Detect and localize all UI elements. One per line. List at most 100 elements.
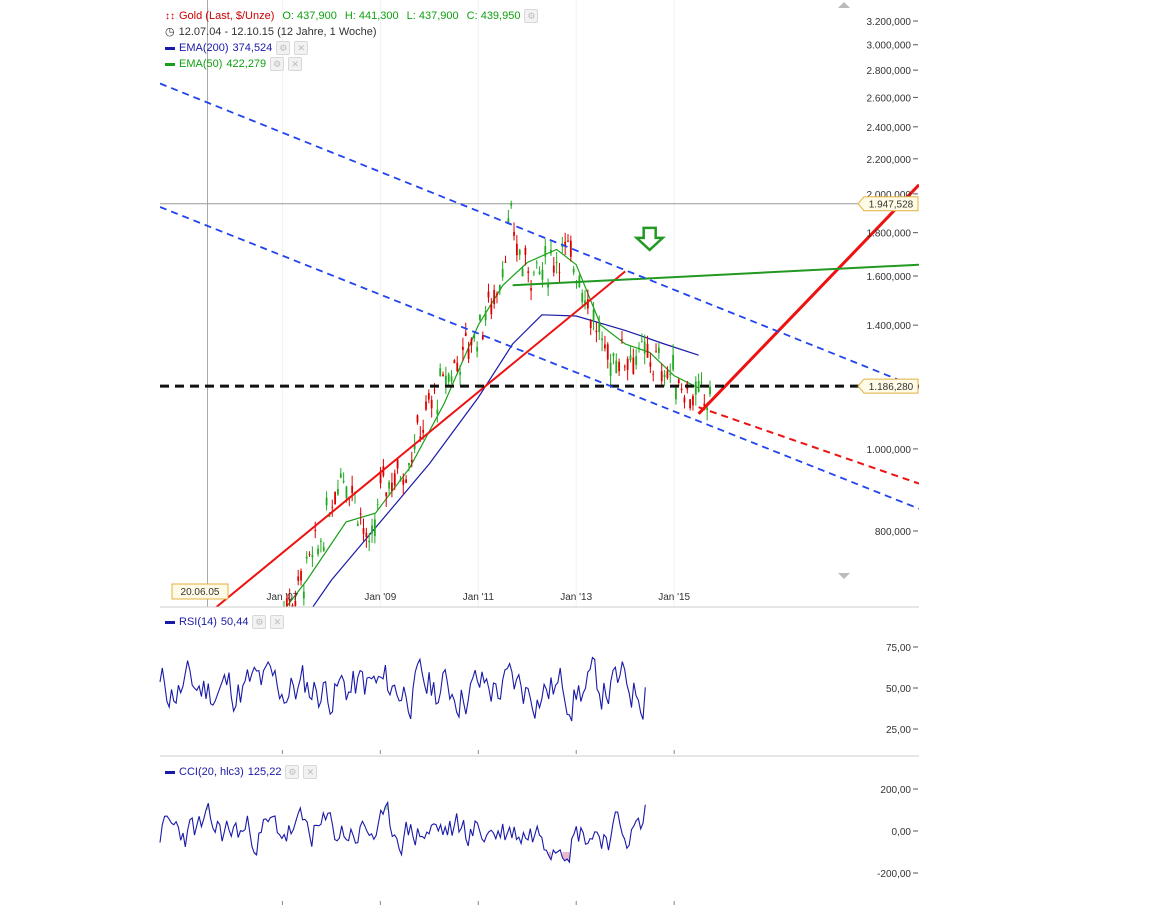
- rsi-y-tick-label: 75,00: [886, 643, 911, 654]
- candle-body: [373, 519, 376, 537]
- candle-body: [442, 374, 444, 377]
- candle-body: [371, 525, 373, 534]
- candle-body: [589, 320, 592, 329]
- candle-body: [669, 373, 672, 375]
- candle-body: [552, 265, 555, 273]
- crosshair-date-tag: 20.06.05: [171, 583, 229, 600]
- ema50-swatch-icon: [165, 62, 175, 66]
- candle-body: [322, 546, 325, 551]
- red-rising-trendline-line[interactable]: [209, 270, 626, 613]
- trend-drawings[interactable]: [160, 82, 919, 614]
- ema200-settings-icon[interactable]: ⚙: [276, 41, 291, 55]
- blue-lower-channel-line[interactable]: [160, 206, 919, 510]
- candle-body: [334, 491, 337, 504]
- candle-body: [544, 246, 547, 257]
- candle-body: [501, 268, 504, 278]
- candle-body: [618, 361, 621, 372]
- candle-body: [459, 372, 461, 375]
- candle-body: [595, 330, 598, 333]
- candle-body: [285, 598, 288, 607]
- candle-body: [422, 429, 425, 433]
- green-resistance-line-line[interactable]: [512, 263, 919, 287]
- candle-body: [572, 268, 575, 273]
- price-grid: [160, 0, 860, 607]
- scroll-up-icon[interactable]: [838, 2, 850, 8]
- rsi-close-icon[interactable]: ✕: [270, 615, 285, 629]
- y-tick-label: 1.600,000: [867, 272, 912, 283]
- last-price-label: 1.186,280: [869, 382, 914, 393]
- legend-ema50: EMA(50) 422,279 ⚙ ✕: [165, 57, 303, 71]
- ema50-settings-icon[interactable]: ⚙: [270, 57, 285, 71]
- cci-settings-icon[interactable]: ⚙: [285, 765, 300, 779]
- ema200-value: 374,524: [232, 42, 273, 54]
- candle-body: [342, 480, 345, 483]
- ema200-close-icon[interactable]: ✕: [294, 41, 309, 55]
- ema200-label: EMA(200): [179, 42, 229, 54]
- candle-body: [601, 338, 603, 341]
- red-dashed-extension-line[interactable]: [698, 406, 919, 485]
- candle-body: [314, 529, 317, 532]
- candle-body: [604, 344, 606, 349]
- candle-body: [302, 591, 305, 599]
- candle-body: [584, 300, 586, 305]
- legend-cci: CCI(20, hlc3) 125,22 ⚙ ✕: [165, 765, 318, 779]
- rsi-y-tick-label: 25,00: [886, 725, 911, 736]
- candle-body: [629, 355, 632, 361]
- cci-oversold-fill: [562, 852, 565, 861]
- candle-body: [467, 348, 470, 359]
- candle-body: [655, 350, 657, 352]
- candle-body: [504, 261, 507, 263]
- ema200-swatch-icon: [165, 46, 175, 50]
- candle-body: [385, 492, 388, 497]
- candle-body: [643, 341, 646, 354]
- candle-body: [703, 403, 706, 406]
- candle-body: [476, 347, 479, 352]
- candle-body: [692, 395, 694, 406]
- candle-body: [359, 513, 362, 515]
- candle-body: [464, 332, 467, 336]
- candle-body: [515, 243, 518, 256]
- candle-body: [507, 218, 510, 224]
- candle-body: [450, 376, 453, 382]
- candle-body: [473, 334, 476, 339]
- candle-body: [606, 344, 609, 360]
- cci-oversold-fill: [564, 852, 568, 861]
- panel-separators: [160, 606, 919, 757]
- price-axis: Jan '07 Jan '09 Jan '11 Jan '13 Jan '15 3.200…: [171, 2, 919, 603]
- legend-ema200: EMA(200) 374,524 ⚙ ✕: [165, 41, 309, 55]
- candle-body: [518, 249, 521, 256]
- candle-body: [564, 241, 567, 247]
- candle-body: [308, 554, 311, 555]
- cci-y-tick-label: 0,00: [892, 827, 912, 838]
- y-tick-label: 800,000: [875, 527, 912, 538]
- x-tick-label: Jan '13: [560, 592, 592, 603]
- clock-icon: ◷: [165, 26, 175, 38]
- rsi-settings-icon[interactable]: ⚙: [252, 615, 267, 629]
- candle-body: [291, 605, 294, 607]
- scroll-down-icon[interactable]: [838, 573, 850, 579]
- cci-close-icon[interactable]: ✕: [303, 765, 318, 779]
- rsi-panel: 75,00 50,00 25,00: [159, 643, 918, 754]
- rsi-line: [159, 656, 646, 722]
- red-projection-arrow-line[interactable]: [697, 183, 919, 415]
- y-tick-label: 2.200,000: [867, 155, 912, 166]
- settings-icon[interactable]: ⚙: [524, 9, 539, 23]
- candle-body: [683, 397, 686, 403]
- candle-body: [652, 373, 655, 375]
- candle-body: [487, 291, 490, 298]
- candle-body: [677, 379, 680, 384]
- crosshair-price-label: 1.947,528: [869, 200, 914, 211]
- ema50-close-icon[interactable]: ✕: [288, 57, 303, 71]
- x-tick-label: Jan '09: [364, 592, 396, 603]
- candle-body: [496, 293, 498, 296]
- crosshair-date-box: [171, 583, 229, 600]
- rsi-label: RSI(14): [179, 616, 217, 628]
- y-tick-label: 2.400,000: [867, 123, 912, 134]
- candle-body: [567, 240, 569, 242]
- blue-upper-channel-line[interactable]: [160, 82, 919, 389]
- candle-body: [297, 576, 300, 581]
- down-arrow-icon[interactable]: [633, 226, 666, 252]
- y-tick-label: 1.800,000: [867, 229, 912, 240]
- candle-body: [672, 354, 674, 370]
